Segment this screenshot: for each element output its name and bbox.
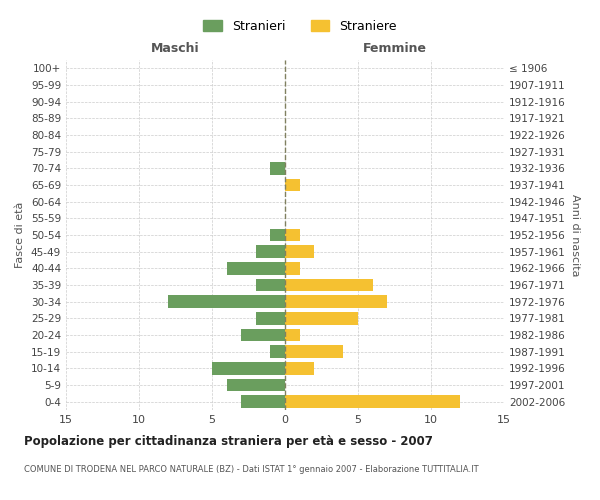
Bar [256, 279, 285, 291]
Bar [241, 329, 285, 341]
Bar [271, 162, 285, 174]
Bar [285, 362, 314, 374]
Text: Popolazione per cittadinanza straniera per età e sesso - 2007: Popolazione per cittadinanza straniera p… [24, 435, 433, 448]
Y-axis label: Anni di nascita: Anni di nascita [569, 194, 580, 276]
Bar [285, 346, 343, 358]
Bar [285, 296, 387, 308]
Bar [285, 246, 314, 258]
Bar [285, 262, 299, 274]
Text: COMUNE DI TRODENA NEL PARCO NATURALE (BZ) - Dati ISTAT 1° gennaio 2007 - Elabora: COMUNE DI TRODENA NEL PARCO NATURALE (BZ… [24, 465, 479, 474]
Bar [256, 246, 285, 258]
Bar [285, 229, 299, 241]
Legend: Stranieri, Straniere: Stranieri, Straniere [197, 14, 403, 40]
Bar [285, 312, 358, 324]
Bar [285, 396, 460, 408]
Bar [271, 346, 285, 358]
Bar [212, 362, 285, 374]
Y-axis label: Fasce di età: Fasce di età [16, 202, 25, 268]
Bar [271, 229, 285, 241]
Bar [241, 396, 285, 408]
Bar [285, 179, 299, 192]
Bar [285, 279, 373, 291]
Bar [168, 296, 285, 308]
Bar [285, 329, 299, 341]
Bar [256, 312, 285, 324]
Bar [227, 379, 285, 391]
Bar [227, 262, 285, 274]
